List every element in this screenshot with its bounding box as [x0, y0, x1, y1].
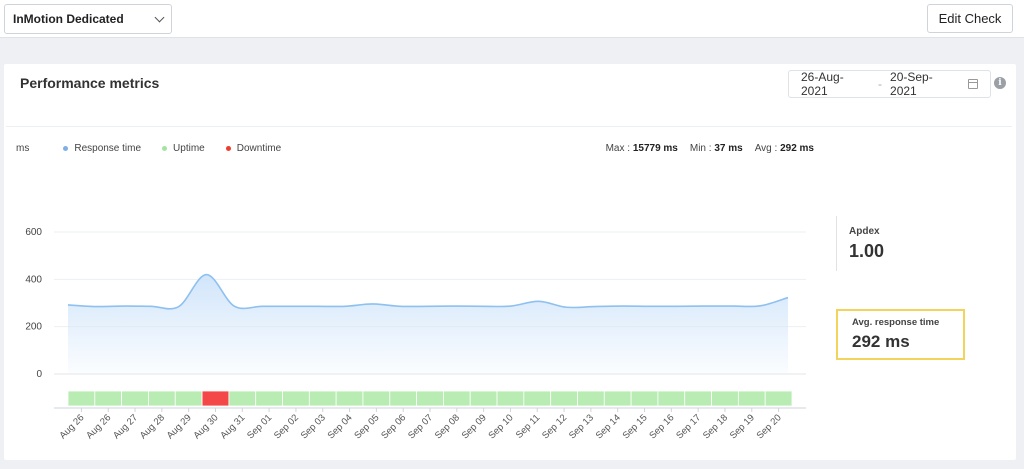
- monitor-select-value: InMotion Dedicated: [13, 12, 124, 26]
- response-time-area: [68, 274, 788, 374]
- x-tick-label: Sep 08: [433, 412, 462, 441]
- card-divider: [6, 126, 1012, 127]
- y-tick-label: 400: [25, 274, 42, 285]
- stat-max: Max : 15779 ms: [605, 143, 678, 154]
- status-cell-up: [630, 390, 659, 407]
- card-title: Performance metrics: [20, 75, 160, 91]
- x-tick-label: Sep 18: [701, 412, 730, 441]
- x-tick-label: Sep 03: [299, 412, 328, 441]
- x-tick-label: Sep 07: [406, 412, 435, 441]
- x-tick-label: Aug 30: [192, 412, 221, 441]
- legend-downtime-label: Downtime: [236, 143, 282, 154]
- status-cell-up: [416, 390, 444, 407]
- status-cell-up: [389, 390, 417, 407]
- stat-avg: Avg : 292 ms: [754, 143, 814, 154]
- status-cell-up: [228, 390, 257, 407]
- status-cell-up: [496, 390, 525, 407]
- status-cell-up: [121, 390, 149, 407]
- x-tick-label: Sep 17: [674, 412, 703, 441]
- x-tick-label: Aug 26: [84, 412, 113, 441]
- status-cell-up: [469, 390, 498, 407]
- x-tick-label: Sep 20: [755, 412, 784, 441]
- x-tick-label: Sep 09: [460, 412, 489, 441]
- y-axis-unit: ms: [16, 143, 30, 154]
- status-cell-up: [523, 390, 552, 407]
- edit-check-button[interactable]: Edit Check: [927, 4, 1013, 33]
- status-cell-up: [282, 390, 310, 407]
- legend-uptime[interactable]: Uptime: [162, 143, 205, 154]
- x-tick-label: Sep 13: [567, 412, 596, 441]
- status-cell-up: [443, 390, 471, 407]
- x-tick-label: Aug 27: [111, 412, 140, 441]
- status-cell-up: [764, 390, 793, 407]
- date-separator: -: [878, 77, 883, 91]
- x-tick-label: Aug 31: [218, 412, 247, 441]
- status-cell-up: [603, 390, 632, 407]
- calendar-icon: [968, 79, 978, 89]
- status-cell-up: [657, 390, 686, 407]
- status-cell-up: [362, 390, 391, 407]
- y-tick-label: 600: [25, 227, 42, 238]
- legend-dot-downtime: [225, 146, 231, 151]
- x-tick-label: Sep 12: [540, 412, 569, 441]
- legend-dot-response: [63, 146, 69, 151]
- x-tick-label: Sep 01: [245, 412, 274, 441]
- monitor-select[interactable]: InMotion Dedicated: [4, 4, 172, 34]
- info-icon[interactable]: i: [994, 77, 1006, 89]
- x-tick-label: Sep 05: [352, 412, 381, 441]
- avg-response-panel: Avg. response time 292 ms: [836, 309, 965, 360]
- chart-legend: ms Response time Uptime Downtime: [16, 143, 302, 154]
- x-tick-label: Sep 16: [647, 412, 676, 441]
- y-tick-label: 0: [36, 369, 42, 380]
- apdex-value: 1.00: [849, 241, 885, 261]
- status-cell-up: [711, 390, 739, 407]
- x-tick-label: Aug 29: [165, 412, 194, 441]
- status-cell-up: [550, 390, 578, 407]
- legend-response-label: Response time: [74, 143, 142, 154]
- status-cell-up: [684, 390, 712, 407]
- stat-min: Min : 37 ms: [689, 143, 743, 154]
- legend-response-time[interactable]: Response time: [63, 143, 141, 154]
- top-bar: InMotion Dedicated Edit Check: [0, 0, 1024, 38]
- date-from: 26-Aug-2021: [801, 70, 844, 98]
- date-to: 20-Sep-2021: [890, 70, 933, 98]
- legend-dot-uptime: [162, 146, 168, 151]
- status-cell-up: [577, 390, 605, 407]
- x-tick-label: Aug 26: [57, 412, 86, 441]
- status-cell-up: [308, 390, 337, 407]
- status-cell-down: [201, 390, 230, 407]
- x-tick-label: Sep 02: [272, 412, 301, 441]
- date-range-picker[interactable]: 26-Aug-2021 - 20-Sep-2021: [788, 70, 991, 98]
- x-tick-label: Sep 06: [379, 412, 408, 441]
- x-tick-label: Sep 10: [486, 412, 515, 441]
- chart-stats: Max : 15779 ms Min : 37 ms Avg : 292 ms: [594, 143, 814, 154]
- status-cell-up: [148, 390, 176, 407]
- x-tick-label: Sep 11: [514, 412, 543, 441]
- legend-uptime-label: Uptime: [173, 143, 205, 154]
- status-cell-up: [67, 390, 96, 407]
- status-cell-up: [255, 390, 283, 407]
- status-cell-up: [174, 390, 203, 407]
- status-cell-up: [737, 390, 766, 407]
- y-tick-label: 200: [25, 322, 42, 333]
- x-tick-label: Sep 04: [326, 412, 355, 441]
- status-cell-up: [94, 390, 123, 407]
- x-tick-label: Sep 15: [621, 412, 650, 441]
- apdex-label: Apdex: [849, 226, 880, 237]
- avg-response-value: 292 ms: [852, 332, 910, 351]
- status-cell-up: [335, 390, 364, 407]
- avg-response-label: Avg. response time: [852, 317, 940, 328]
- response-time-line: [67, 273, 789, 310]
- x-tick-label: Sep 14: [594, 412, 623, 441]
- legend-downtime[interactable]: Downtime: [225, 143, 282, 154]
- x-tick-label: Sep 19: [728, 412, 757, 441]
- apdex-panel: Apdex 1.00: [836, 216, 884, 271]
- x-tick-label: Aug 28: [138, 412, 167, 441]
